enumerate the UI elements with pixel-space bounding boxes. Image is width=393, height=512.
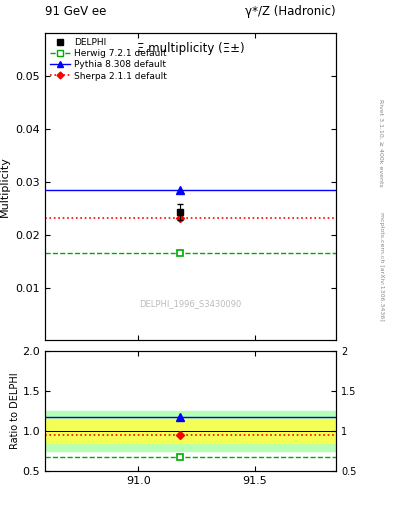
Text: DELPHI_1996_S3430090: DELPHI_1996_S3430090 [140,299,242,308]
Y-axis label: Multiplicity: Multiplicity [0,157,10,217]
Text: 91 GeV ee: 91 GeV ee [45,5,107,18]
Bar [45,419,336,443]
Text: mcplots.cern.ch [arXiv:1306.3436]: mcplots.cern.ch [arXiv:1306.3436] [379,212,384,321]
Text: Ξ multiplicity (Ξ±): Ξ multiplicity (Ξ±) [137,42,244,55]
Text: γ*/Z (Hadronic): γ*/Z (Hadronic) [245,5,336,18]
Text: Rivet 3.1.10, ≥ 400k events: Rivet 3.1.10, ≥ 400k events [379,99,384,187]
Bar [45,411,336,451]
Y-axis label: Ratio to DELPHI: Ratio to DELPHI [10,373,20,449]
Legend: DELPHI, Herwig 7.2.1 default, Pythia 8.308 default, Sherpa 2.1.1 default: DELPHI, Herwig 7.2.1 default, Pythia 8.3… [48,36,169,82]
